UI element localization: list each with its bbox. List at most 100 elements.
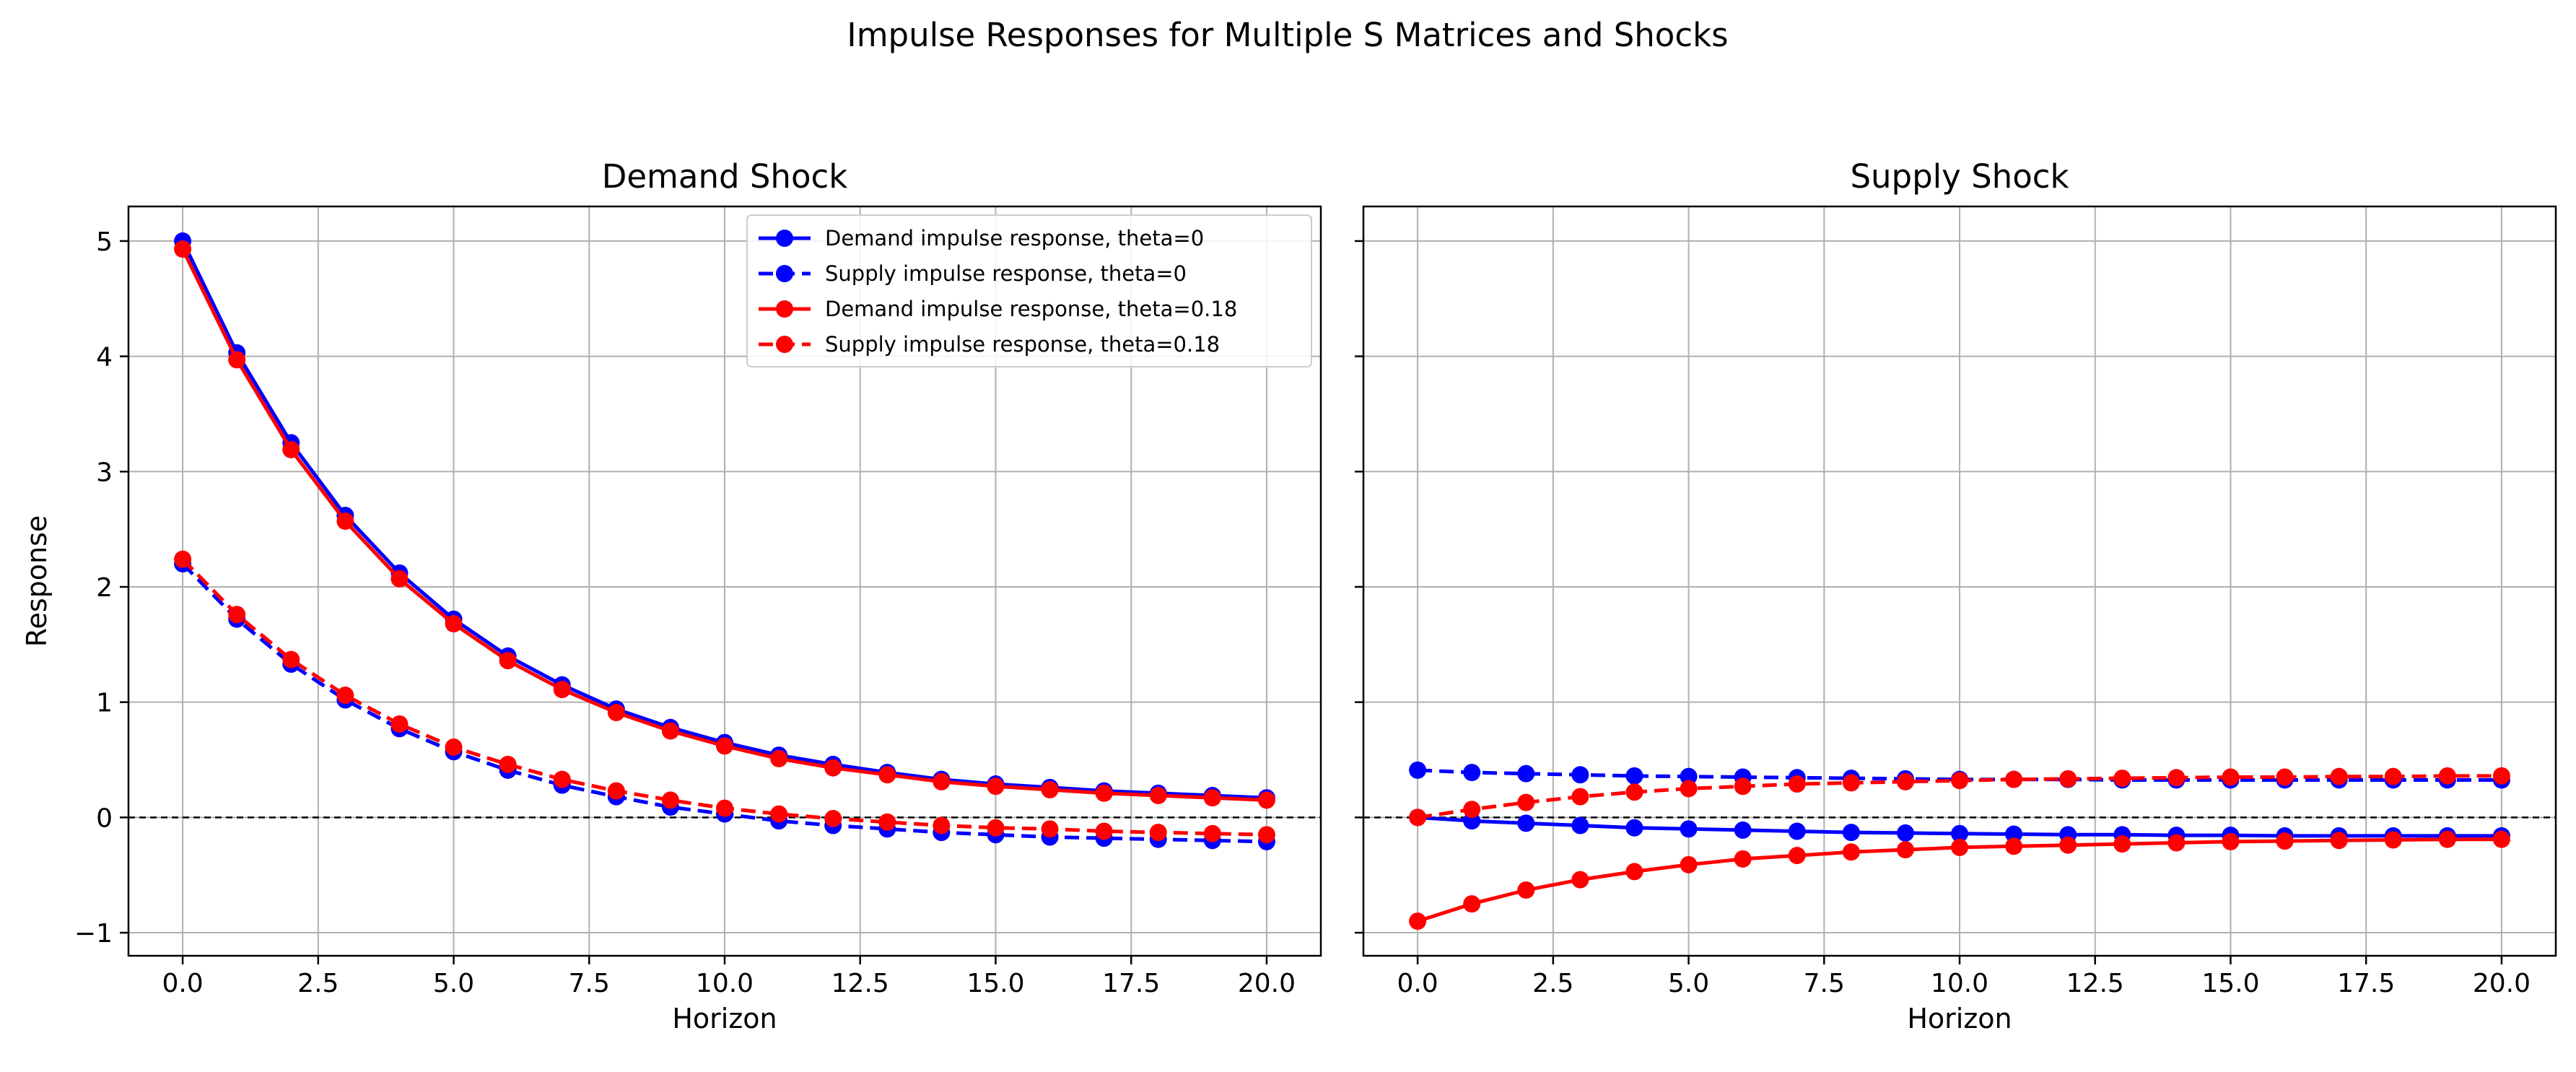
data-point [1463,895,1481,913]
x-tick-label: 10.0 [1931,969,1988,998]
legend-entry: Demand impulse response, theta=0 [759,226,1204,250]
y-tick-label: 5 [96,227,113,257]
legend-marker-swatch [776,265,793,282]
data-point [878,766,896,784]
data-point [228,606,246,624]
data-point [1517,793,1535,811]
data-point [1951,824,1968,842]
series-demand-impulse-response-theta-0-18 [1409,830,2510,931]
x-tick-label: 2.5 [297,969,339,998]
data-point [1571,788,1589,806]
data-point [1788,822,1806,840]
data-point [1041,781,1059,799]
data-point [1149,824,1167,842]
data-point [1625,767,1643,785]
x-tick-label: 2.5 [1532,969,1573,998]
x-axis-label: Horizon [1907,1003,2012,1034]
legend-label: Supply impulse response, theta=0.18 [825,332,1220,357]
data-point [1203,824,1221,842]
data-point [1571,816,1589,834]
data-point [1625,819,1643,837]
data-point [2167,769,2186,787]
x-tick-label: 0.0 [162,969,203,998]
data-point [2330,767,2348,785]
figure-suptitle: Impulse Responses for Multiple S Matrice… [847,16,1728,54]
data-point [1842,824,1860,842]
x-tick-label: 5.0 [1668,969,1709,998]
y-tick-label: 1 [96,689,113,718]
data-point [987,819,1005,837]
data-point [1571,871,1589,889]
legend-entry: Demand impulse response, theta=0.18 [759,297,1237,321]
panel-title: Demand Shock [602,157,848,196]
data-point [2384,831,2402,849]
legend-label: Demand impulse response, theta=0 [825,226,1204,250]
y-tick-label: 4 [96,343,113,372]
series-supply-impulse-response-theta-0-18 [1409,767,2510,827]
data-point [1257,826,1275,844]
x-tick-label: 12.5 [831,969,889,998]
data-point [2222,768,2240,786]
data-point [2222,832,2240,850]
data-point [1463,764,1481,782]
y-tick-label: 3 [96,458,113,487]
data-point [878,813,896,831]
data-point [1625,783,1643,801]
data-point [607,704,625,722]
data-point [2005,770,2023,788]
data-point [1517,881,1535,899]
data-point [1951,772,1968,790]
x-tick-label: 5.0 [433,969,474,998]
data-point [1257,791,1275,809]
series-supply-impulse-response-theta-0-18 [174,550,1275,844]
legend: Demand impulse response, theta=0 Supply i… [746,214,1312,367]
x-tick-label: 20.0 [2473,969,2531,998]
data-point [933,772,951,790]
data-point [390,715,409,733]
legend-label: Supply impulse response, theta=0 [825,261,1187,286]
data-point [2438,830,2456,848]
y-tick-label: 2 [96,573,113,603]
data-point [2492,830,2510,848]
data-point [607,782,625,800]
data-point [174,550,192,568]
data-point [2167,834,2186,852]
supply-shock-panel: 0.0 2.5 5.0 7.5 10.0 12.5 15.0 17.5 20.0 Supply S… [1355,157,2557,1034]
data-point [336,512,354,530]
data-point [445,615,463,633]
data-point [1896,772,1914,790]
data-point [2492,767,2510,785]
legend-box [746,214,1312,367]
data-point [824,759,842,777]
data-point [987,777,1005,796]
data-point [2276,768,2294,786]
data-point [2113,770,2131,788]
data-point [933,816,951,834]
data-point [390,570,409,588]
data-point [1149,787,1167,805]
data-point [1625,863,1643,881]
x-tick-label: 7.5 [569,969,610,998]
data-point [2059,836,2077,854]
x-tick-label: 10.0 [696,969,754,998]
data-point [1734,850,1752,868]
data-point [1896,841,1914,859]
y-tick-label: −1 [74,919,113,949]
data-point [1571,766,1589,784]
data-point [1041,820,1059,838]
data-point [2384,767,2402,785]
data-point [1842,774,1860,792]
data-point [2113,835,2131,853]
data-point [1095,822,1113,840]
data-point [2330,832,2348,850]
data-point [1734,821,1752,839]
data-point [1788,847,1806,865]
data-point [1896,824,1914,842]
x-tick-label: 15.0 [2201,969,2259,998]
data-point [1463,801,1481,819]
x-tick-label: 7.5 [1804,969,1845,998]
data-point [824,809,842,827]
x-tick-label: 17.5 [1102,969,1160,998]
data-point [716,737,733,755]
data-point [770,749,788,767]
